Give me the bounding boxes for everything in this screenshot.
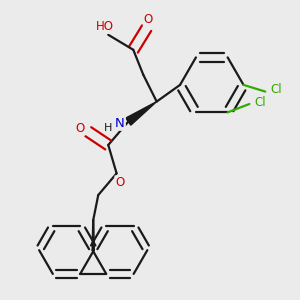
Text: H: H [104, 123, 112, 133]
Text: O: O [115, 176, 124, 189]
Text: N: N [115, 117, 125, 130]
Text: Cl: Cl [254, 96, 266, 109]
Text: O: O [144, 13, 153, 26]
Text: HO: HO [96, 20, 114, 33]
Text: Cl: Cl [270, 83, 282, 96]
Polygon shape [126, 102, 157, 125]
Text: O: O [75, 122, 85, 135]
